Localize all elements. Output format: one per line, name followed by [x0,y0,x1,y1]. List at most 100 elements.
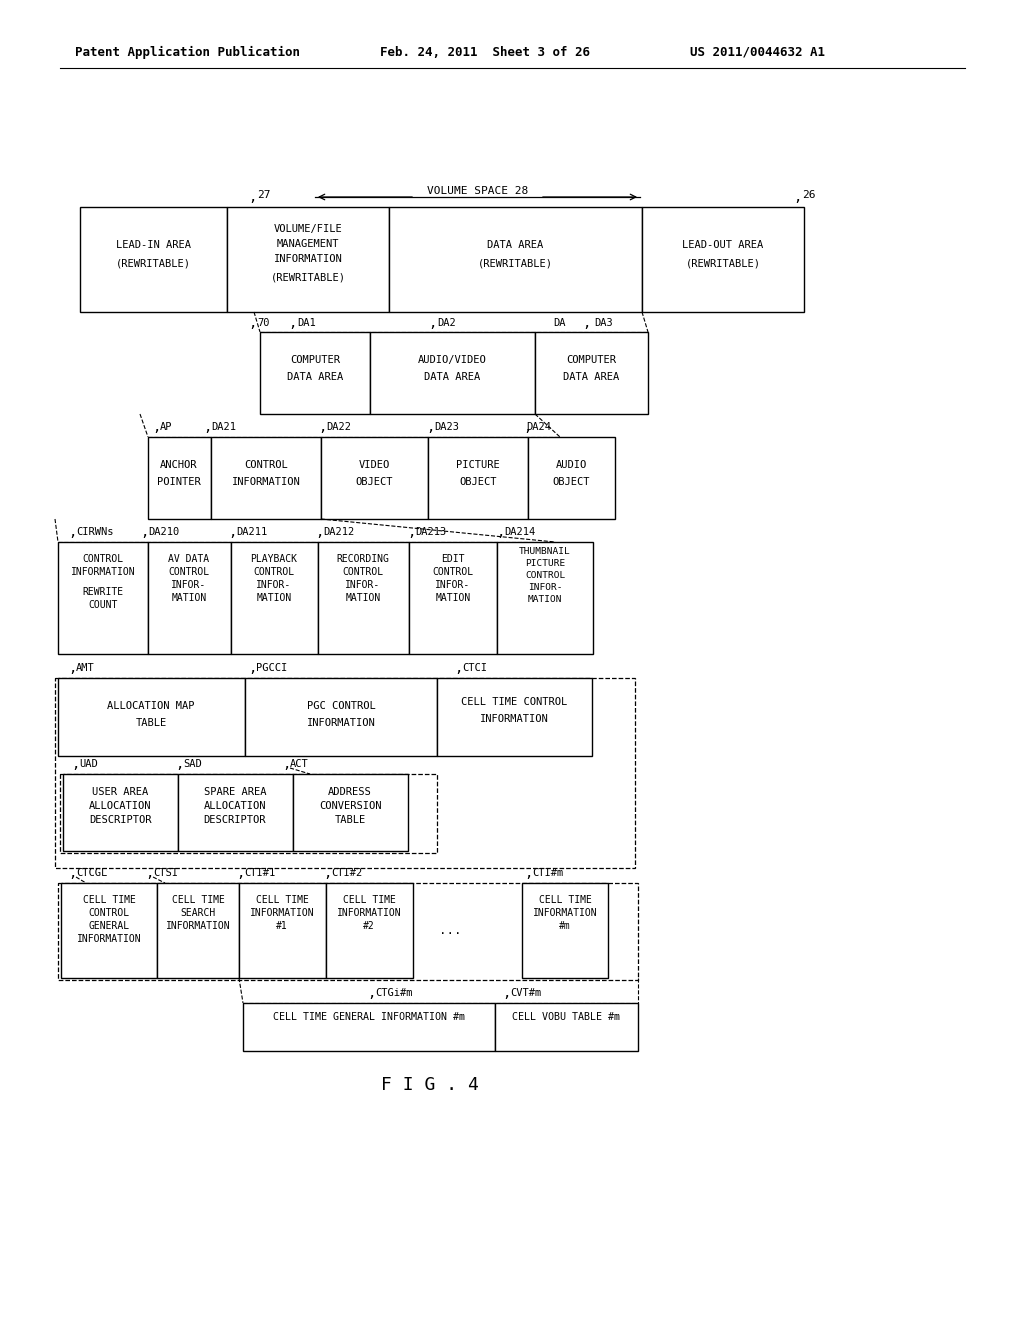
Text: (REWRITABLE): (REWRITABLE) [116,259,190,269]
Text: ADDRESS: ADDRESS [328,787,372,797]
Text: MATION: MATION [435,593,471,603]
Text: ,: , [407,525,416,539]
Text: ,: , [523,420,531,434]
Text: 27: 27 [257,190,270,201]
Bar [157,883,239,978]
Text: ,: , [583,315,591,330]
Text: VOLUME SPACE 28: VOLUME SPACE 28 [427,186,528,195]
Text: DA24: DA24 [526,422,551,432]
Text: ,: , [203,420,211,434]
Text: CONTROL: CONTROL [342,568,384,577]
Bar [642,207,804,312]
Text: ,: , [454,661,463,675]
Text: MATION: MATION [171,593,207,603]
Text: (REWRITABLE): (REWRITABLE) [685,259,761,269]
Text: #1: #1 [276,921,288,931]
Text: DESCRIPTOR: DESCRIPTOR [204,814,266,825]
Text: AV DATA: AV DATA [168,554,210,564]
Text: SPARE AREA: SPARE AREA [204,787,266,797]
Bar [178,774,293,851]
Text: ...: ... [438,924,461,936]
Text: INFORMATION: INFORMATION [71,568,135,577]
Text: CELL TIME GENERAL INFORMATION #m: CELL TIME GENERAL INFORMATION #m [273,1012,465,1022]
Text: REWRITE: REWRITE [83,587,124,597]
Text: ,: , [152,420,161,434]
Text: OBJECT: OBJECT [355,477,393,487]
Text: CTCI: CTCI [462,663,487,673]
Text: ,: , [502,986,510,1001]
Text: GENERAL: GENERAL [88,921,130,931]
Bar [58,883,638,979]
Text: DA212: DA212 [323,527,354,537]
Text: PICTURE: PICTURE [456,459,500,470]
Text: VOLUME/FILE: VOLUME/FILE [273,224,342,234]
Bar [60,774,437,853]
Text: ,: , [323,866,332,880]
Bar [148,543,231,653]
Text: CONTROL: CONTROL [83,554,124,564]
Text: INFOR-: INFOR- [256,579,292,590]
Text: USER AREA: USER AREA [92,787,148,797]
Text: ,: , [282,756,291,771]
Text: ,: , [175,756,183,771]
Text: DA22: DA22 [326,422,351,432]
Text: CELL TIME: CELL TIME [172,895,224,906]
Text: ,: , [524,866,532,880]
Text: LEAD-IN AREA: LEAD-IN AREA [116,240,190,249]
Bar [535,333,648,414]
Text: CTI#1: CTI#1 [244,869,275,878]
Text: PLAYBACK: PLAYBACK [251,554,298,564]
Text: ,: , [318,420,327,434]
Bar [260,333,370,414]
Text: SEARCH: SEARCH [180,908,216,917]
Text: AP: AP [160,422,172,432]
Text: DATA AREA: DATA AREA [563,372,620,381]
Text: ALLOCATION: ALLOCATION [204,801,266,810]
Text: CELL TIME: CELL TIME [539,895,592,906]
Text: CELL TIME CONTROL: CELL TIME CONTROL [461,697,567,708]
Text: ,: , [68,525,77,539]
Text: ,: , [428,315,436,330]
Text: INFORMATION: INFORMATION [273,253,342,264]
Text: ALLOCATION MAP: ALLOCATION MAP [108,701,195,711]
Text: EDIT: EDIT [441,554,465,564]
Text: INFORMATION: INFORMATION [337,908,401,917]
Text: ,: , [145,866,154,880]
Text: CTI#2: CTI#2 [331,869,362,878]
Bar [409,543,497,653]
Text: CIRWNs: CIRWNs [76,527,114,537]
Bar [61,883,157,978]
Text: INFORMATION: INFORMATION [77,935,141,944]
Bar [55,678,635,869]
Text: COMPUTER: COMPUTER [290,355,340,366]
Text: Feb. 24, 2011  Sheet 3 of 26: Feb. 24, 2011 Sheet 3 of 26 [380,45,590,58]
Text: OBJECT: OBJECT [459,477,497,487]
Text: CELL TIME: CELL TIME [343,895,395,906]
Text: (REWRITABLE): (REWRITABLE) [270,272,345,282]
Text: RECORDING: RECORDING [337,554,389,564]
Text: AMT: AMT [76,663,95,673]
Bar [326,883,413,978]
Text: MATION: MATION [527,594,562,603]
Bar [63,774,178,851]
Bar [428,437,528,519]
Text: ,: , [315,525,324,539]
Text: CONTROL: CONTROL [168,568,210,577]
Text: ,: , [426,420,434,434]
Text: DATA AREA: DATA AREA [424,372,480,381]
Text: INFORMATION: INFORMATION [479,714,549,723]
Bar [148,437,211,519]
Text: MANAGEMENT: MANAGEMENT [276,239,339,249]
Text: PGC CONTROL: PGC CONTROL [306,701,376,711]
Text: DESCRIPTOR: DESCRIPTOR [89,814,152,825]
Text: DA213: DA213 [415,527,446,537]
Text: ANCHOR: ANCHOR [160,459,198,470]
Text: PGCCI: PGCCI [256,663,288,673]
Text: DA2: DA2 [437,318,456,327]
Text: TABLE: TABLE [335,814,366,825]
Text: CTSI: CTSI [153,869,178,878]
Text: CELL TIME: CELL TIME [256,895,308,906]
Bar [495,1003,638,1051]
Text: DA21: DA21 [211,422,236,432]
Text: INFOR-: INFOR- [435,579,471,590]
